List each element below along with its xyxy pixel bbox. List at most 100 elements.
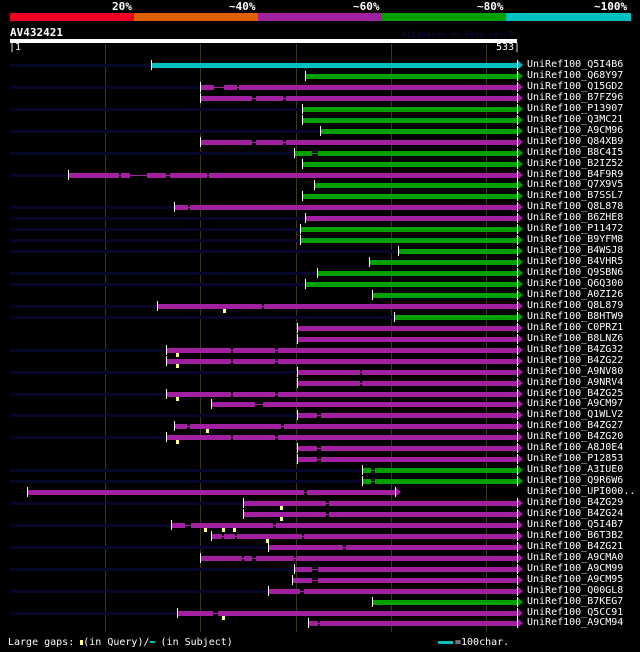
hit-label[interactable]: UniRef100_B6ZHE8 <box>527 212 624 224</box>
hit-label[interactable]: UniRef100_B7SSL7 <box>527 190 624 202</box>
hit-label[interactable]: UniRef100_A9CMA0 <box>527 551 624 563</box>
hit-label[interactable]: UniRef100_B4VHR5 <box>527 256 624 268</box>
hit-label[interactable]: UniRef100_P11472 <box>527 223 624 235</box>
hit-row[interactable]: UniRef100_C0PRZ1 <box>0 321 640 334</box>
hit-row[interactable]: UniRef100_A9NV80 <box>0 365 640 378</box>
hit-label[interactable]: UniRef100_B4ZG32 <box>527 343 624 355</box>
hit-label[interactable]: UniRef100_Q3MC21 <box>527 113 624 125</box>
hit-row[interactable]: UniRef100_B4WSJ8 <box>0 245 640 257</box>
hit-row[interactable]: UniRef100_B8LNZ6 <box>0 332 640 345</box>
hit-label[interactable]: UniRef100_A9CM95 <box>527 573 624 585</box>
hit-row[interactable]: UniRef100_B7KEG7 <box>0 596 640 608</box>
hit-row[interactable]: UniRef100_B4ZG21 <box>0 540 640 553</box>
hit-label[interactable]: UniRef100_Q9SBN6 <box>527 267 624 279</box>
hit-row[interactable]: UniRef100_B8HTW9 <box>0 310 640 323</box>
hit-row[interactable]: UniRef100_Q9R6W6 <box>0 475 640 487</box>
hit-label[interactable]: UniRef100_B4ZG25 <box>527 387 624 399</box>
hit-label[interactable]: UniRef100_A9NRV4 <box>527 376 624 388</box>
hit-row[interactable]: UniRef100_Q8L878 <box>0 201 640 213</box>
hit-label[interactable]: UniRef100_B8C4I5 <box>527 146 624 158</box>
hit-row[interactable]: UniRef100_UPI000.. <box>0 486 640 498</box>
hit-label[interactable]: UniRef100_P13907 <box>527 102 624 114</box>
hit-row[interactable]: UniRef100_B6T3B2 <box>0 529 640 543</box>
hit-row[interactable]: UniRef100_B9YFM8 <box>0 234 640 246</box>
hit-row[interactable]: UniRef100_Q5CC91 <box>0 606 640 620</box>
hit-row[interactable]: UniRef100_P11472 <box>0 223 640 235</box>
hit-label[interactable]: UniRef100_A9CM94 <box>527 617 624 629</box>
hit-row[interactable]: UniRef100_P12853 <box>0 453 640 465</box>
hit-label[interactable]: UniRef100_UPI000.. <box>527 486 636 498</box>
hit-row[interactable]: UniRef100_B4ZG24 <box>0 507 640 521</box>
hit-label[interactable]: UniRef100_Q5I4B6 <box>527 59 624 70</box>
hit-label[interactable]: UniRef100_A9NV80 <box>527 365 624 377</box>
hit-label[interactable]: UniRef100_A3IUE0 <box>527 464 624 476</box>
hit-label[interactable]: UniRef100_Q00GL8 <box>527 584 624 596</box>
hit-row[interactable]: UniRef100_Q9SBN6 <box>0 267 640 279</box>
hit-row[interactable]: UniRef100_A9NRV4 <box>0 376 640 389</box>
hit-row[interactable]: UniRef100_B6ZHE8 <box>0 212 640 224</box>
hit-row[interactable]: UniRef100_B7FZ96 <box>0 91 640 104</box>
hit-label[interactable]: UniRef100_Q8L879 <box>527 299 624 311</box>
hit-row[interactable]: UniRef100_B4ZG32 <box>0 343 640 357</box>
hit-row[interactable]: UniRef100_Q00GL8 <box>0 584 640 597</box>
hit-row[interactable]: UniRef100_B4ZG20 <box>0 431 640 445</box>
hit-row[interactable]: UniRef100_B4F9R9 <box>0 168 640 181</box>
hit-row[interactable]: UniRef100_B2IZ52 <box>0 157 640 170</box>
hit-label[interactable]: UniRef100_Q7X9V5 <box>527 179 624 191</box>
hit-label[interactable]: UniRef100_Q8L878 <box>527 201 624 213</box>
hit-label[interactable]: UniRef100_B9YFM8 <box>527 234 624 246</box>
hit-label[interactable]: UniRef100_Q15GD2 <box>527 80 624 92</box>
hit-row[interactable]: UniRef100_B4VHR5 <box>0 256 640 268</box>
hit-row[interactable]: UniRef100_B4ZG25 <box>0 387 640 401</box>
hit-label[interactable]: UniRef100_A9CM97 <box>527 398 624 410</box>
hit-row[interactable]: UniRef100_Q3MC21 <box>0 113 640 126</box>
hit-row[interactable]: UniRef100_A8J0E4 <box>0 442 640 454</box>
hit-row[interactable]: UniRef100_A9CM95 <box>0 573 640 586</box>
hit-label[interactable]: UniRef100_Q84XB9 <box>527 135 624 147</box>
hit-row[interactable]: UniRef100_Q15GD2 <box>0 80 640 93</box>
hit-label[interactable]: UniRef100_B4WSJ8 <box>527 245 624 257</box>
hit-row[interactable]: UniRef100_A9CM94 <box>0 617 640 629</box>
hit-label[interactable]: UniRef100_Q68Y97 <box>527 69 624 81</box>
hit-row[interactable]: UniRef100_B8C4I5 <box>0 146 640 159</box>
hit-label[interactable]: UniRef100_B8HTW9 <box>527 310 624 322</box>
hit-label[interactable]: UniRef100_B8LNZ6 <box>527 332 624 344</box>
hit-row[interactable]: UniRef100_P13907 <box>0 102 640 115</box>
hit-label[interactable]: UniRef100_A0ZI26 <box>527 288 624 300</box>
hit-label[interactable]: UniRef100_Q5I4B7 <box>527 518 624 530</box>
hit-row[interactable]: UniRef100_B7SSL7 <box>0 190 640 202</box>
hit-label[interactable]: UniRef100_A8J0E4 <box>527 442 624 454</box>
hit-row[interactable]: UniRef100_A9CM96 <box>0 124 640 137</box>
hit-label[interactable]: UniRef100_B4ZG29 <box>527 497 624 508</box>
hit-label[interactable]: UniRef100_B7FZ96 <box>527 91 624 103</box>
hit-row[interactable]: UniRef100_A9CM97 <box>0 398 640 410</box>
hit-row[interactable]: UniRef100_Q5I4B6 <box>0 59 640 71</box>
hit-row[interactable]: UniRef100_Q7X9V5 <box>0 179 640 191</box>
hit-label[interactable]: UniRef100_B6T3B2 <box>527 529 624 541</box>
hit-row[interactable]: UniRef100_A0ZI26 <box>0 288 640 301</box>
hit-label[interactable]: UniRef100_P12853 <box>527 453 624 465</box>
hit-row[interactable]: UniRef100_B4ZG29 <box>0 497 640 510</box>
hit-row[interactable]: UniRef100_A9CMA0 <box>0 551 640 564</box>
hit-label[interactable]: UniRef100_B2IZ52 <box>527 157 624 169</box>
hit-row[interactable]: UniRef100_Q5I4B7 <box>0 518 640 532</box>
hit-row[interactable]: UniRef100_B4ZG27 <box>0 420 640 434</box>
hit-label[interactable]: UniRef100_B4ZG20 <box>527 431 624 443</box>
hit-label[interactable]: UniRef100_C0PRZ1 <box>527 321 624 333</box>
hit-row[interactable]: UniRef100_Q8L879 <box>0 299 640 313</box>
hit-label[interactable]: UniRef100_B4ZG24 <box>527 507 624 519</box>
hit-row[interactable]: UniRef100_A9CM99 <box>0 562 640 575</box>
hit-label[interactable]: UniRef100_B4ZG22 <box>527 354 624 366</box>
hit-label[interactable]: UniRef100_Q1WLV2 <box>527 409 624 421</box>
hit-label[interactable]: UniRef100_A9CM96 <box>527 124 624 136</box>
hit-label[interactable]: UniRef100_B4ZG21 <box>527 540 624 552</box>
hit-label[interactable]: UniRef100_Q5CC91 <box>527 606 624 618</box>
hit-row[interactable]: UniRef100_B4ZG22 <box>0 354 640 368</box>
hit-label[interactable]: UniRef100_A9CM99 <box>527 562 624 574</box>
hit-row[interactable]: UniRef100_A3IUE0 <box>0 464 640 476</box>
hit-row[interactable]: UniRef100_Q1WLV2 <box>0 409 640 421</box>
hit-label[interactable]: UniRef100_B4F9R9 <box>527 168 624 180</box>
hit-row[interactable]: UniRef100_Q6Q300 <box>0 278 640 290</box>
hit-label[interactable]: UniRef100_B4ZG27 <box>527 420 624 432</box>
hit-label[interactable]: UniRef100_Q9R6W6 <box>527 475 624 487</box>
